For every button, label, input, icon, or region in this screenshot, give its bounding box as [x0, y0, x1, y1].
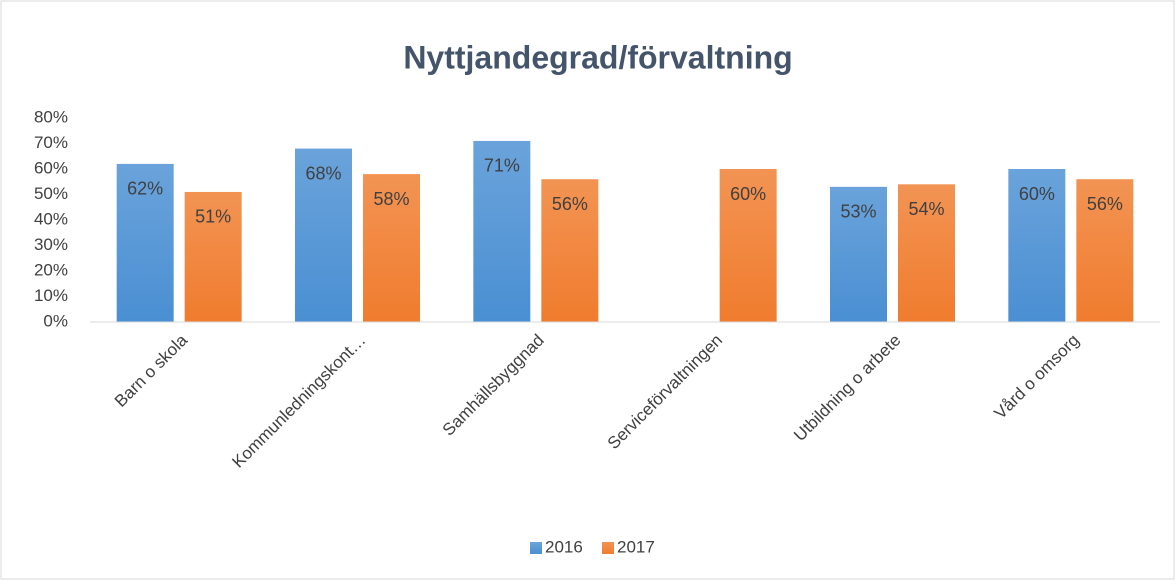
value-label: 56%	[552, 194, 588, 214]
value-label: 68%	[305, 163, 341, 183]
value-label: 58%	[373, 189, 409, 209]
bar	[830, 186, 887, 322]
bar	[363, 174, 420, 322]
value-label: 54%	[908, 199, 944, 219]
y-tick-label: 20%	[34, 260, 68, 279]
value-label: 53%	[840, 202, 876, 222]
legend-label: 2016	[545, 537, 583, 556]
bar	[116, 163, 174, 322]
bar	[295, 148, 352, 322]
bar	[1076, 179, 1134, 322]
y-tick-label: 80%	[34, 107, 68, 126]
y-tick-label: 50%	[34, 184, 68, 203]
value-label: 51%	[195, 207, 231, 227]
y-tick-label: 40%	[34, 209, 68, 228]
value-label: 62%	[127, 179, 163, 199]
y-tick-label: 60%	[34, 158, 68, 177]
bar	[898, 184, 955, 322]
value-label: 60%	[1019, 184, 1055, 204]
bar	[541, 179, 599, 322]
legend-label: 2017	[617, 537, 655, 556]
value-label: 71%	[484, 156, 520, 176]
bar	[719, 169, 777, 322]
legend-swatch	[602, 542, 614, 554]
y-tick-label: 10%	[34, 286, 68, 305]
legend-swatch	[530, 542, 542, 554]
y-tick-label: 30%	[34, 235, 68, 254]
bar	[184, 191, 242, 322]
value-label: 60%	[730, 184, 766, 204]
y-tick-label: 0%	[43, 311, 68, 330]
y-tick-label: 70%	[34, 133, 68, 152]
bar	[1008, 169, 1066, 322]
bar	[473, 140, 531, 322]
chart-title: Nyttjandegrad/förvaltning	[403, 39, 792, 75]
value-label: 56%	[1087, 194, 1123, 214]
